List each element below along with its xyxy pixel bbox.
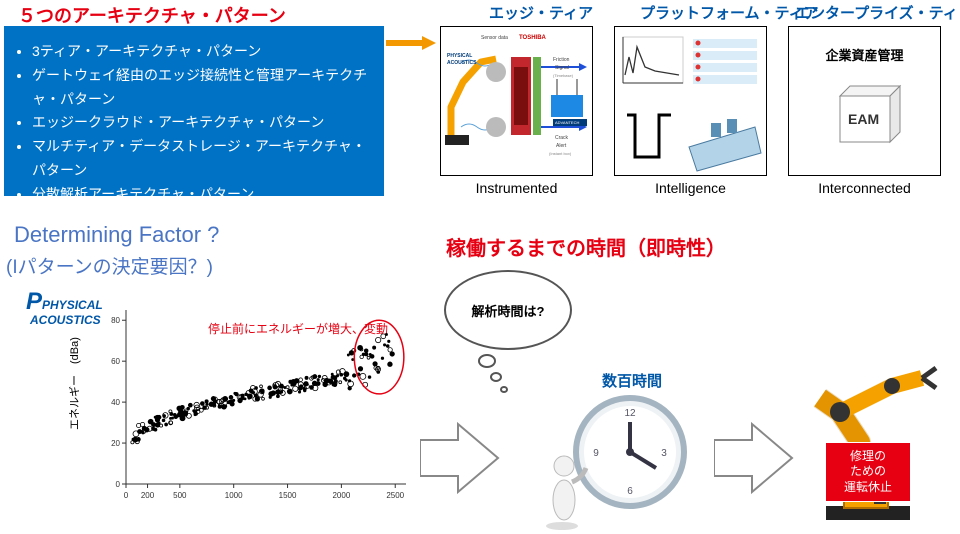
svg-text:(Instant box): (Instant box) <box>549 151 572 156</box>
bubble-text: 解析時間は? <box>444 270 572 350</box>
svg-text:500: 500 <box>173 491 187 500</box>
svg-text:TOSHIBA: TOSHIBA <box>519 35 547 41</box>
svg-text:9: 9 <box>593 448 599 459</box>
svg-text:80: 80 <box>111 316 120 325</box>
svg-text:Signal: Signal <box>555 65 569 71</box>
determining-factor-en: Determining Factor ? <box>14 222 219 248</box>
svg-text:12: 12 <box>624 408 636 419</box>
pattern-item: マルチティア・データストレージ・アーキテクチャ・パターン <box>32 135 370 183</box>
eam-cube-label: EAM <box>848 111 879 127</box>
svg-text:(Timebase): (Timebase) <box>553 73 574 78</box>
svg-text:6: 6 <box>627 486 633 497</box>
svg-text:40: 40 <box>111 398 120 407</box>
eam-cube-icon: EAM <box>830 84 900 139</box>
svg-text:2000: 2000 <box>332 491 350 500</box>
svg-text:3: 3 <box>661 448 667 459</box>
svg-text:Friction: Friction <box>553 57 570 63</box>
svg-text:Sensor data: Sensor data <box>481 35 508 41</box>
tier-label-interconnected: Interconnected <box>788 180 941 196</box>
svg-text:0: 0 <box>124 491 129 500</box>
tier-label-instrumented: Instrumented <box>440 180 593 196</box>
time-to-operate-title: 稼働するまでの時間（即時性） <box>446 232 726 261</box>
flow-arrow-icon <box>420 420 500 496</box>
patterns-list-box: 3ティア・アーキテクチャ・パターン ゲートウェイ経由のエッジ接続性と管理アーキテ… <box>4 26 384 196</box>
tier-box-edge: Sensor data TOSHIBA Friction Signal (Tim… <box>440 26 593 176</box>
energy-scatter-chart: 0 200 500 1000 1500 2000 2500 0 20 40 60 80 <box>96 300 416 510</box>
svg-text:2500: 2500 <box>386 491 404 500</box>
thought-bubble: 解析時間は? <box>444 270 572 350</box>
svg-text:20: 20 <box>111 439 120 448</box>
svg-text:200: 200 <box>141 491 155 500</box>
enterprise-title: 企業資産管理 <box>789 45 940 64</box>
tier-header-edge: エッジ・ティア <box>489 2 593 23</box>
arrow-icon <box>386 36 436 50</box>
tier-box-platform <box>614 26 767 176</box>
chart-y-label: エネルギー (dBa) <box>66 337 82 430</box>
svg-text:ACOUSTICS: ACOUSTICS <box>447 60 477 66</box>
svg-text:ADVANTECH: ADVANTECH <box>555 120 579 125</box>
svg-text:Crack: Crack <box>555 135 569 141</box>
clock-icon: 12 3 6 9 <box>544 390 694 530</box>
physical-acoustics-logo: PPHYSICAL ACOUSTICS <box>26 290 103 326</box>
pattern-item: 分散解析アーキテクチャ・パターン <box>32 183 370 207</box>
svg-text:Alert: Alert <box>556 143 567 149</box>
svg-text:PHYSICAL: PHYSICAL <box>447 53 472 59</box>
tier-header-platform: プラットフォーム・ティア <box>640 2 819 23</box>
svg-text:1000: 1000 <box>225 491 243 500</box>
svg-text:0: 0 <box>116 480 121 489</box>
pattern-item: エッジークラウド・アーキテクチャ・パターン <box>32 111 370 135</box>
flow-arrow-icon <box>714 420 794 496</box>
svg-text:1500: 1500 <box>279 491 297 500</box>
section-title: ５つのアーキテクチャ・パターン <box>18 2 286 28</box>
repair-downtime-label: 修理の ための 運転休止 <box>825 442 911 502</box>
pattern-item: ゲートウェイ経由のエッジ接続性と管理アーキテクチャ・パターン <box>32 64 370 112</box>
determining-factor-jp: (Iパターンの決定要因？) <box>6 252 213 279</box>
clock-label: 数百時間 <box>602 370 662 391</box>
pattern-item: 3ティア・アーキテクチャ・パターン <box>32 40 370 64</box>
tier-label-intelligence: Intelligence <box>614 180 767 196</box>
tier-box-enterprise: 企業資産管理 EAM <box>788 26 941 176</box>
svg-text:60: 60 <box>111 357 120 366</box>
